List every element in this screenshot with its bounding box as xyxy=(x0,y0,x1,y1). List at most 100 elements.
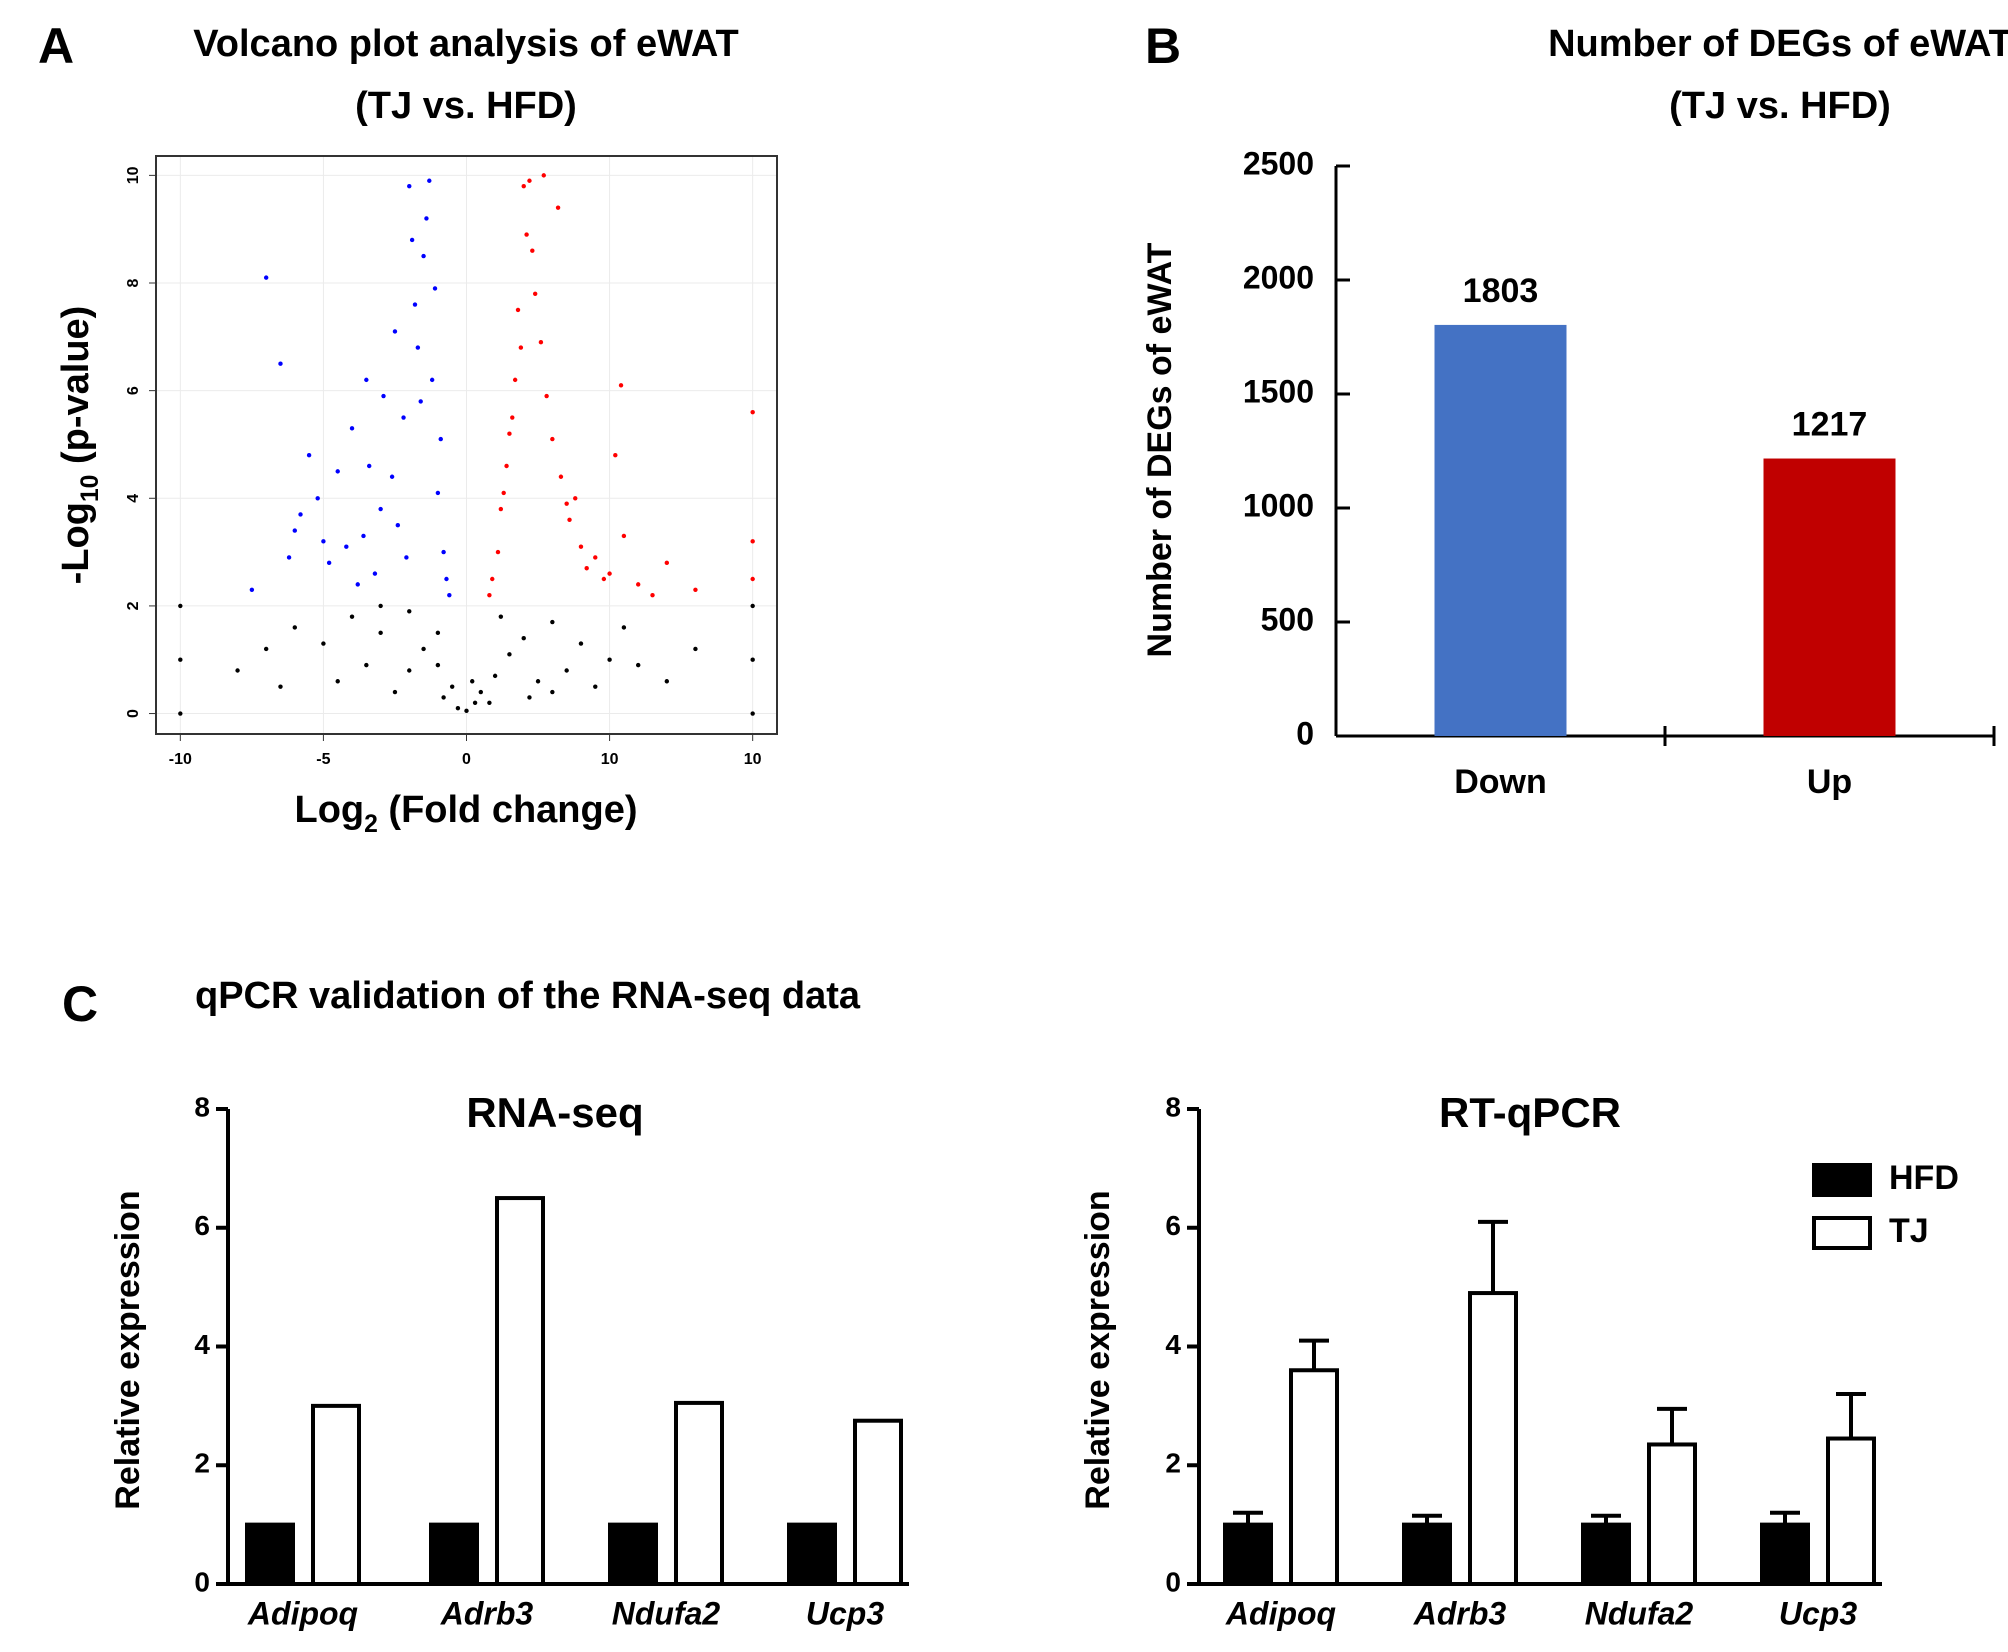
y-tick-label: 10 xyxy=(125,166,142,184)
point xyxy=(521,183,526,189)
axis-label: Log2 (Fold change) xyxy=(294,789,637,838)
axis-label-part: -Log xyxy=(55,502,97,584)
point xyxy=(335,679,340,684)
y-tick-label: 4 xyxy=(1165,1329,1181,1360)
point xyxy=(235,668,240,673)
point xyxy=(361,533,366,539)
value-label: 1217 xyxy=(1792,406,1868,444)
x-tick-label: Adrb3 xyxy=(440,1595,534,1631)
point xyxy=(372,571,378,576)
point xyxy=(535,679,541,684)
y-tick-label: 6 xyxy=(125,386,142,395)
axis-label: Relative expression xyxy=(109,1190,147,1509)
point xyxy=(321,539,326,544)
y-tick-label: 8 xyxy=(1165,1091,1181,1122)
point xyxy=(435,490,441,496)
point xyxy=(578,641,584,646)
point xyxy=(621,625,627,630)
legend-swatch xyxy=(1812,1216,1872,1250)
x-tick-label: Ndufa2 xyxy=(612,1595,721,1631)
point xyxy=(664,679,670,684)
point xyxy=(378,630,383,636)
point xyxy=(349,426,355,431)
point xyxy=(395,522,401,528)
point xyxy=(750,576,755,582)
point xyxy=(278,684,283,689)
y-tick-label: 8 xyxy=(125,278,142,287)
y-tick-label: 4 xyxy=(125,494,142,503)
point xyxy=(349,614,355,619)
point xyxy=(498,614,504,619)
x-tick-label: Adipoq xyxy=(247,1595,358,1631)
point xyxy=(618,383,624,388)
point xyxy=(389,474,395,479)
point xyxy=(367,463,372,469)
point xyxy=(750,603,755,609)
point xyxy=(593,684,598,689)
y-tick-label: 2 xyxy=(125,601,142,610)
section-title: qPCR validation of the RNA-seq data xyxy=(195,975,861,1017)
y-tick-label: 0 xyxy=(125,709,142,718)
point xyxy=(427,178,432,183)
point xyxy=(650,592,655,598)
point xyxy=(441,549,446,555)
point xyxy=(527,695,532,700)
y-tick-label: 6 xyxy=(1165,1210,1181,1241)
axis-label: -Log10 (p-value) xyxy=(55,306,104,585)
bar xyxy=(1434,324,1567,736)
bar xyxy=(1402,1522,1452,1586)
point xyxy=(249,587,255,592)
point xyxy=(441,695,446,700)
legend-label: TJ xyxy=(1889,1212,1929,1250)
chart-title: Volcano plot analysis of eWAT xyxy=(193,23,738,65)
value-label: 1803 xyxy=(1463,272,1539,310)
point xyxy=(435,630,441,636)
point xyxy=(490,576,495,582)
x-tick-label: -5 xyxy=(316,751,330,768)
chart-subtitle: (TJ vs. HFD) xyxy=(1669,85,1891,127)
point xyxy=(636,662,641,668)
axis-label-part: Log xyxy=(294,789,364,831)
legend-swatch xyxy=(1812,1163,1872,1197)
bar xyxy=(1760,1522,1810,1586)
point xyxy=(321,641,326,646)
bar xyxy=(1223,1522,1273,1586)
point xyxy=(472,700,478,705)
y-tick-label: 4 xyxy=(194,1329,210,1360)
point xyxy=(636,582,641,587)
point xyxy=(495,549,501,555)
bar xyxy=(674,1400,724,1586)
point xyxy=(421,253,426,259)
point xyxy=(584,566,589,571)
point xyxy=(613,453,618,458)
point xyxy=(286,555,292,560)
point xyxy=(664,560,670,566)
x-tick-label: Up xyxy=(1807,763,1852,801)
point xyxy=(693,587,698,592)
axis-label-part: (Fold change) xyxy=(378,789,638,831)
chart-subtitle: (TJ vs. HFD) xyxy=(355,85,577,127)
point xyxy=(470,679,475,684)
point xyxy=(432,286,438,291)
axis-label-part: 10 xyxy=(77,475,104,502)
point xyxy=(578,544,584,549)
point xyxy=(364,377,369,383)
point xyxy=(418,399,423,404)
axis-label-part: 2 xyxy=(364,811,378,838)
point xyxy=(750,711,755,716)
legend-label: HFD xyxy=(1889,1159,1959,1197)
x-tick-label: Adipoq xyxy=(1225,1595,1336,1631)
point xyxy=(464,708,469,714)
point xyxy=(178,657,183,662)
point xyxy=(501,490,506,496)
point xyxy=(404,555,409,560)
bar xyxy=(311,1403,361,1586)
point xyxy=(541,173,546,178)
point xyxy=(378,603,383,609)
point xyxy=(567,517,572,523)
point xyxy=(306,453,312,458)
point xyxy=(401,415,406,420)
bar xyxy=(1826,1436,1876,1586)
chart-title: Number of DEGs of eWAT xyxy=(1548,23,2008,65)
